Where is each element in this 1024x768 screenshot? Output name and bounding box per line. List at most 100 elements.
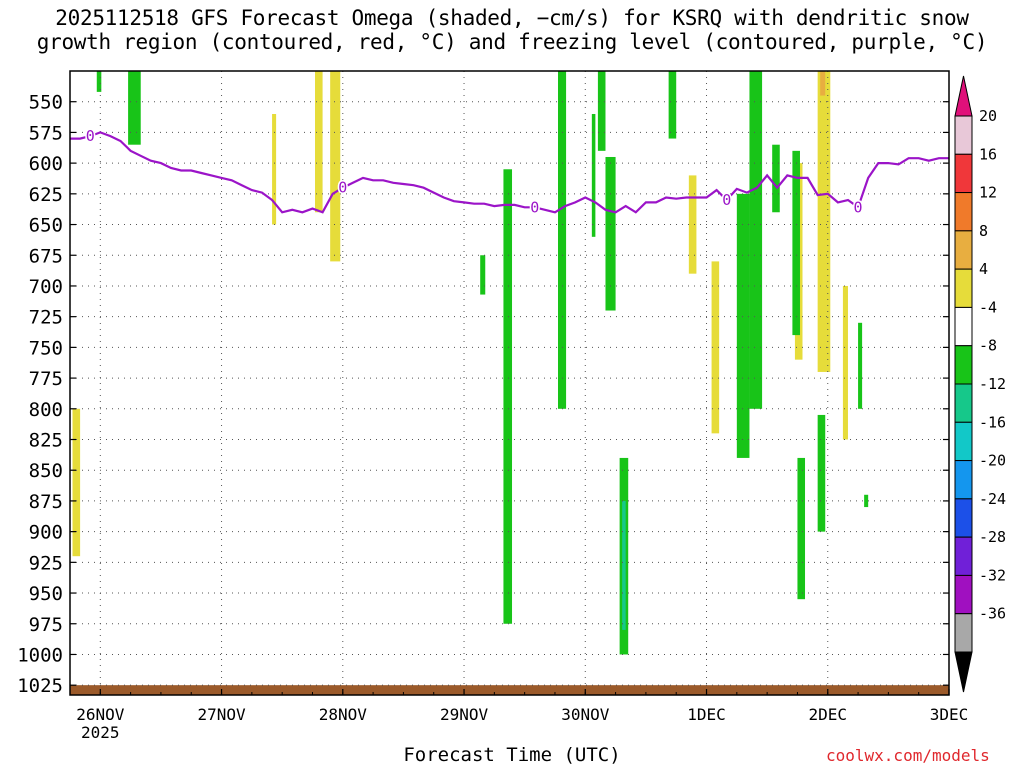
downward-motion-region-3	[330, 71, 341, 262]
colorbar-segment-11	[954, 536, 973, 576]
x-tick-label-4: 30NOV	[561, 705, 610, 724]
colorbar-segment-8	[954, 421, 973, 462]
freezing-level-contour: 0 0 0 0 0	[70, 126, 949, 218]
upward-motion-region-13	[480, 255, 486, 295]
y-tick-label-12: 850	[29, 460, 63, 482]
y-tick-label-3: 625	[29, 184, 63, 206]
plot-frame	[69, 70, 950, 696]
colorbar-segment-4	[954, 268, 973, 308]
colorbar-label-10: -24	[979, 490, 1006, 508]
colorbar-segment-7	[954, 383, 973, 423]
x-axis-label: Forecast Time (UTC)	[403, 744, 621, 766]
x-tick-sublabel-0: 2025	[81, 723, 120, 742]
colorbar-label-12: -32	[979, 566, 1006, 584]
upward-motion-region-11	[96, 71, 102, 92]
colorbar-label-5: -4	[979, 298, 997, 316]
y-tick-label-10: 800	[29, 399, 63, 421]
upward-motion-region-20	[622, 500, 626, 630]
colorbar-label-2: 12	[979, 184, 997, 202]
upward-motion-region-15	[557, 71, 567, 409]
freezing-level-label-1: 0	[338, 179, 347, 197]
surface-band	[70, 685, 949, 695]
downward-motion-region-5	[711, 261, 720, 434]
upward-motion-region-25	[792, 150, 800, 336]
upward-motion-region-14	[503, 169, 513, 624]
y-tick-label-15: 925	[29, 552, 63, 574]
upward-motion-region-21	[668, 71, 677, 139]
x-tick-label-5: 1DEC	[687, 705, 726, 724]
colorbar: 20 16 12 8 4 -4 -8 -12 -16 -20 -24 -28 -32 -36	[954, 75, 1006, 693]
colorbar-segment-2	[954, 192, 973, 232]
freezing-level-line	[70, 131, 949, 214]
credit-link[interactable]: coolwx.com/models	[826, 746, 990, 765]
y-tick-label-17: 975	[29, 614, 63, 636]
upward-motion-region-24	[772, 144, 780, 213]
omega-shading	[70, 71, 949, 695]
colorbar-top-arrow	[954, 75, 973, 117]
colorbar-label-4: 4	[979, 260, 988, 278]
chart-title: 2025112518 GFS Forecast Omega (shaded, −…	[0, 6, 1024, 54]
upward-motion-region-22	[736, 193, 750, 458]
upward-motion-region-29	[864, 494, 869, 508]
downward-motion-region-10	[842, 285, 848, 440]
upward-motion-region-12	[128, 71, 141, 145]
downward-motion-region-0	[72, 408, 81, 557]
colorbar-label-13: -36	[979, 605, 1006, 623]
y-tick-label-9: 775	[29, 368, 63, 390]
y-tick-label-1: 575	[29, 122, 63, 144]
y-tick-label-18: 1000	[17, 644, 63, 666]
downward-motion-region-8	[817, 71, 831, 372]
colorbar-segment-6	[954, 345, 973, 385]
y-tick-label-14: 900	[29, 522, 63, 544]
colorbar-segment-0	[954, 115, 973, 155]
colorbar-label-6: -8	[979, 337, 997, 355]
y-axis: 550 575 600 625 650 675 700 725 750 775 800 825 850 8…	[17, 92, 949, 697]
freezing-level-label-3: 0	[722, 191, 731, 209]
y-tick-label-13: 875	[29, 491, 63, 513]
upward-motion-region-17	[597, 71, 606, 151]
colorbar-label-3: 8	[979, 222, 988, 240]
x-tick-label-0: 26NOV	[76, 705, 125, 724]
y-tick-label-8: 750	[29, 337, 63, 359]
colorbar-segment-9	[954, 460, 973, 500]
y-tick-label-16: 950	[29, 583, 63, 605]
y-tick-label-7: 725	[29, 307, 63, 329]
x-tick-label-3: 29NOV	[440, 705, 489, 724]
downward-motion-region-1	[272, 113, 277, 225]
downward-motion-region-4	[688, 175, 697, 274]
upward-motion-region-27	[817, 414, 826, 532]
y-tick-label-0: 550	[29, 92, 63, 114]
freezing-level-label-4: 0	[854, 198, 863, 216]
colorbar-label-1: 16	[979, 145, 997, 163]
y-tick-label-4: 650	[29, 215, 63, 237]
y-tick-label-2: 600	[29, 153, 63, 175]
freezing-level-label-2: 0	[530, 198, 539, 216]
upward-motion-region-26	[797, 457, 806, 600]
colorbar-label-0: 20	[979, 107, 997, 125]
colorbar-segment-12	[954, 574, 973, 615]
x-tick-label-1: 27NOV	[197, 705, 246, 724]
colorbar-label-11: -28	[979, 528, 1006, 546]
title-line-2: growth region (contoured, red, °C) and f…	[36, 30, 988, 54]
x-tick-label-7: 3DEC	[930, 705, 969, 724]
colorbar-bottom-arrow	[954, 651, 973, 693]
upward-motion-region-23	[749, 71, 763, 409]
colorbar-label-9: -20	[979, 452, 1006, 470]
colorbar-segment-1	[954, 153, 973, 194]
title-line-1: 2025112518 GFS Forecast Omega (shaded, −…	[55, 6, 969, 30]
x-tick-label-6: 2DEC	[808, 705, 847, 724]
colorbar-segment-13	[954, 613, 973, 653]
upward-motion-region-28	[858, 322, 863, 409]
y-tick-label-6: 700	[29, 276, 63, 298]
downward-motion-region-9	[820, 71, 826, 96]
downward-motion-region-2	[315, 71, 323, 213]
colorbar-label-7: -12	[979, 375, 1006, 393]
y-tick-label-19: 1025	[17, 675, 63, 697]
colorbar-segment-5	[954, 306, 973, 347]
x-tick-label-2: 28NOV	[319, 705, 368, 724]
colorbar-segment-10	[954, 498, 973, 538]
y-tick-label-5: 675	[29, 245, 63, 267]
grid-lines	[70, 71, 950, 695]
